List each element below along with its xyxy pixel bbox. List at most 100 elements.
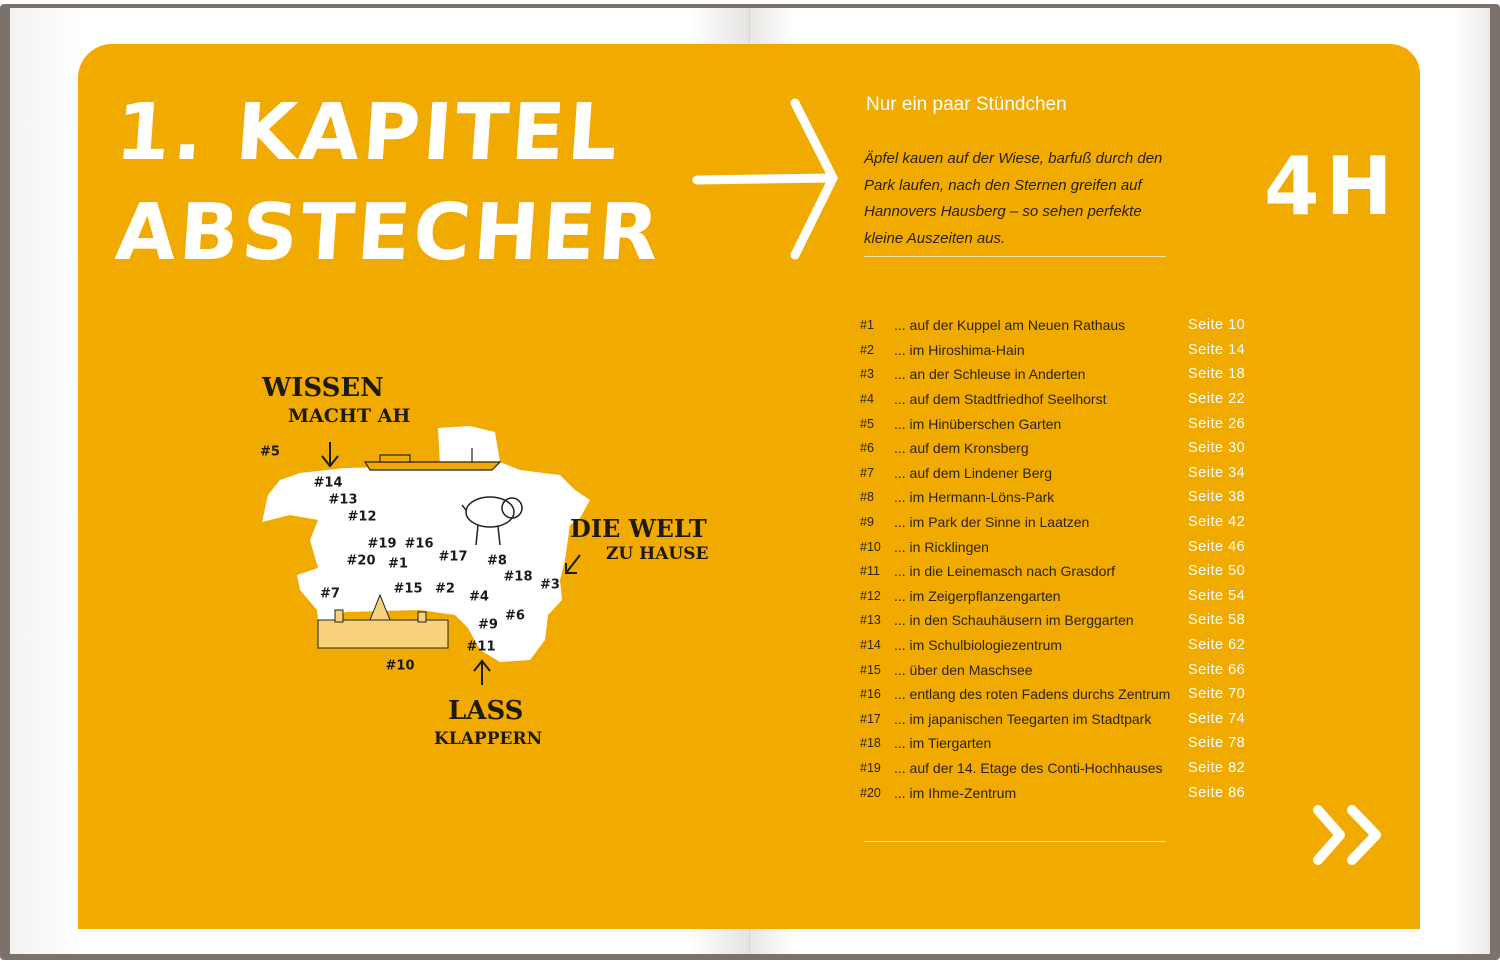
map-marker: #20 [346,553,376,569]
arrow-left-down-icon [565,554,581,574]
toc-row: #9 ... im Park der Sinne in Laatzen Seite … [860,510,1260,535]
toc-label: ... auf der 14. Etage des Conti-Hochhaus… [894,759,1163,776]
toc-page: Seite 82 [1188,759,1246,776]
toc-number: #13 [860,613,881,628]
toc-label: ... im Tiergarten [894,735,992,752]
toc-label: ... im Hinüberschen Garten [894,415,1062,432]
toc-page: Seite 38 [1188,489,1246,506]
toc-page: Seite 42 [1188,514,1246,531]
toc-page: Seite 22 [1188,391,1246,408]
toc-label: ... an der Schleuse in Anderten [894,366,1086,383]
arrow-right-icon [692,98,839,260]
toc-number: #5 [860,416,874,431]
toc-number: #1 [860,318,874,333]
map-marker: #14 [313,475,343,491]
toc-label: ... über den Maschsee [894,661,1033,678]
toc-number: #2 [860,342,874,357]
callout-right-line1: DIE WELT [570,514,707,543]
toc-row: #4 ... auf dem Stadtfriedhof Seelhorst Sei… [860,387,1260,412]
toc-row: #2 ... im Hiroshima-Hain Seite 14 [860,338,1260,363]
toc-label: ... in die Leinemasch nach Grasdorf [894,563,1116,580]
toc-number: #17 [860,711,881,726]
toc-page: Seite 54 [1188,587,1246,604]
toc-row: #14 ... im Schulbiologiezentrum Seite 62 [860,633,1260,658]
toc-page: Seite 78 [1188,735,1246,752]
arrow-up-icon [473,659,491,685]
toc-label: ... im japanischen Teegarten im Stadtpar… [894,710,1152,727]
toc-number: #14 [860,638,881,653]
toc-page: Seite 30 [1188,440,1246,457]
toc-number: #9 [860,515,874,530]
map-marker: #8 [487,553,507,569]
duration-label: 4H [1264,140,1399,233]
toc-row: #20 ... im Ihme-Zentrum Seite 86 [860,780,1260,805]
divider [864,256,1166,257]
map-marker: #4 [469,589,489,605]
map-marker: #6 [505,608,525,624]
map-marker: #10 [385,658,415,674]
toc-number: #8 [860,490,874,505]
toc-page: Seite 10 [1188,317,1246,334]
boar-icon [461,496,523,546]
right-color-panel [750,44,1420,929]
toc-number: #16 [860,687,881,702]
map-marker: #15 [393,581,423,597]
toc-number: #6 [860,441,874,456]
toc-row: #19 ... auf der 14. Etage des Conti-Hochh… [860,756,1260,781]
book-spread [0,4,1500,960]
toc-label: ... auf der Kuppel am Neuen Rathaus [894,317,1126,334]
toc-page: Seite 50 [1188,563,1246,580]
map-marker: #18 [503,569,533,585]
toc-label: ... in Ricklingen [894,538,989,555]
toc-page: Seite 86 [1188,784,1246,801]
right-page [750,8,1490,954]
toc-page: Seite 70 [1188,686,1246,703]
toc-label: ... im Hiroshima-Hain [894,341,1025,358]
map-marker: #9 [478,617,498,633]
toc-page: Seite 34 [1188,464,1246,481]
map-marker: #7 [320,586,340,602]
toc-number: #20 [860,785,881,800]
toc-number: #10 [860,539,881,554]
toc-label: ... im Hermann-Löns-Park [894,489,1055,506]
callout-bottom-line2: KLAPPERN [434,729,543,749]
intro-text: Äpfel kauen auf der Wiese, barfuß durch … [864,150,1163,247]
toc-row: #12 ... im Zeigerpflanzengarten Seite 54 [860,584,1260,609]
toc-page: Seite 46 [1188,538,1246,555]
toc-row: #10 ... in Ricklingen Seite 46 [860,534,1260,559]
arrow-down-icon [321,442,339,468]
toc-page: Seite 58 [1188,612,1246,629]
toc-number: #12 [860,588,881,603]
toc-label: ... im Zeigerpflanzengarten [894,587,1061,604]
divider [864,841,1166,842]
toc-page: Seite 66 [1188,661,1246,678]
section-subtitle: Nur ein paar Stündchen [866,94,1067,115]
toc-number: #4 [860,392,874,407]
toc-row: #11 ... in die Leinemasch nach Grasdorf Se… [860,559,1260,584]
toc-row: #7 ... auf dem Lindener Berg Seite 34 [860,461,1260,486]
toc-page: Seite 74 [1188,710,1246,727]
toc-row: #13 ... in den Schauhäusern im Berggarten… [860,608,1260,633]
toc-row: #6 ... auf dem Kronsberg Seite 30 [860,436,1260,461]
toc-label: ... entlang des roten Fadens durchs Zent… [894,686,1171,703]
toc-label: ... im Park der Sinne in Laatzen [894,514,1090,531]
map-marker: #2 [435,581,455,597]
toc-page: Seite 62 [1188,637,1246,654]
map-marker: #1 [388,556,408,572]
toc-page: Seite 26 [1188,415,1246,432]
map-marker: #16 [404,536,434,552]
toc-page: Seite 14 [1188,341,1246,358]
toc-number: #3 [860,367,874,382]
toc-number: #18 [860,736,881,751]
toc-row: #1 ... auf der Kuppel am Neuen Rathaus Sei… [860,313,1260,338]
toc-label: ... auf dem Stadtfriedhof Seelhorst [894,391,1107,408]
toc-row: #5 ... im Hinüberschen Garten Seite 26 [860,411,1260,436]
map-marker: #17 [438,549,468,565]
ship-icon [363,448,502,471]
toc-row: #18 ... im Tiergarten Seite 78 [860,731,1260,756]
toc-label: ... auf dem Kronsberg [894,440,1029,457]
map-marker: #5 [260,444,280,460]
map-marker: #19 [367,536,397,552]
map-marker: #12 [347,509,377,525]
